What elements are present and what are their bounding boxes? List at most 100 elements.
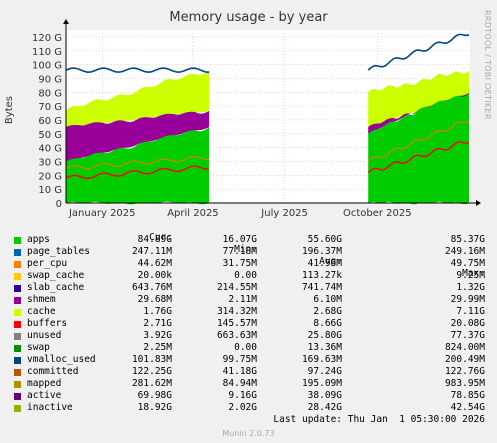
legend-cur: 122.25G — [131, 366, 172, 377]
y-axis-label: Bytes — [4, 96, 15, 125]
legend-max: 7.11G — [456, 306, 485, 317]
legend-avg: 113.27k — [301, 270, 342, 281]
legend-row-buffers: buffers 2.71G 145.57M 8.66G 20.08G — [0, 318, 497, 330]
legend-swatch-inactive — [14, 405, 21, 412]
y-tick-label: 0 — [56, 199, 62, 210]
legend-max: 983.95M — [444, 378, 485, 389]
x-tick-label: April 2025 — [167, 208, 218, 219]
legend-cur: 1.76G — [143, 306, 172, 317]
legend-min: 145.57M — [216, 318, 257, 329]
legend-name: inactive — [27, 402, 73, 413]
legend-name: per_cpu — [27, 258, 68, 269]
legend-avg: 97.24G — [307, 366, 342, 377]
legend-name: swap_cache — [27, 270, 85, 281]
legend-max: 200.49M — [444, 354, 485, 365]
y-tick-label: 80 G — [38, 88, 62, 99]
legend-cur: 2.71G — [143, 318, 172, 329]
legend-swatch-shmem — [14, 297, 21, 304]
committed-line — [367, 33, 470, 71]
legend-swatch-page_tables — [14, 249, 21, 256]
legend-avg: 2.68G — [313, 306, 342, 317]
x-axis-arrow — [476, 200, 481, 206]
y-axis-arrow — [63, 19, 69, 24]
inactive-line — [65, 165, 210, 180]
y-tick-label: 10 G — [38, 185, 62, 196]
legend-cur: 84.89G — [137, 234, 172, 245]
apps-area — [368, 86, 469, 205]
legend-swatch-vmalloc_used — [14, 357, 21, 364]
legend-row-shmem: shmem 29.68M 2.11M 6.10M 29.99M — [0, 294, 497, 306]
y-tick-label: 20 G — [38, 171, 62, 182]
legend-avg: 41.96M — [307, 258, 342, 269]
legend-min: 41.18G — [222, 366, 257, 377]
legend-swatch-per_cpu — [14, 261, 21, 268]
y-tick-label: 40 G — [38, 144, 62, 155]
legend-max: 49.75M — [450, 258, 485, 269]
y-tick-label: 60 G — [38, 116, 62, 127]
legend-name: page_tables — [27, 246, 90, 257]
legend-swatch-swap_cache — [14, 273, 21, 280]
legend-cur: 643.76M — [131, 282, 172, 293]
last-update: Last update: Thu Jan 1 05:30:00 2026 — [273, 414, 485, 425]
legend-max: 1.32G — [456, 282, 485, 293]
legend-swatch-swap — [14, 345, 21, 352]
legend-avg: 55.60G — [307, 234, 342, 245]
legend-cur: 69.98G — [137, 390, 172, 401]
y-tick-label: 70 G — [38, 102, 62, 113]
legend-min: 31.75M — [222, 258, 257, 269]
legend-min: 16.07G — [222, 234, 257, 245]
legend-min: 84.94M — [222, 378, 257, 389]
legend-name: mapped — [27, 378, 62, 389]
x-tick-label: July 2025 — [260, 208, 308, 219]
legend-name: active — [27, 390, 62, 401]
legend-avg: 6.10M — [313, 294, 342, 305]
legend-avg: 25.80G — [307, 330, 342, 341]
y-tick-label: 100 G — [32, 61, 62, 72]
legend-min: 663.63M — [216, 330, 257, 341]
legend-avg: 741.74M — [301, 282, 342, 293]
unused-area — [368, 70, 469, 127]
legend-max: 85.37G — [450, 234, 485, 245]
legend-swatch-slab_cache — [14, 285, 21, 292]
legend-min: 99.75M — [222, 354, 257, 365]
legend-min: 214.55M — [216, 282, 257, 293]
legend-name: cache — [27, 306, 56, 317]
legend-cur: 20.00k — [137, 270, 172, 281]
legend-max: 29.99M — [450, 294, 485, 305]
legend-max: 9.25M — [456, 270, 485, 281]
legend-min: 0.00 — [234, 270, 257, 281]
legend-name: shmem — [27, 294, 56, 305]
legend-swatch-active — [14, 393, 21, 400]
legend-swatch-buffers — [14, 321, 21, 328]
legend-name: vmalloc_used — [27, 354, 96, 365]
y-tick-label: 120 G — [32, 33, 62, 44]
y-tick-label: 50 G — [38, 130, 62, 141]
legend-row-page_tables: page_tables 247.11M 77.18M 196.37M 249.16M — [0, 246, 497, 258]
legend-max: 42.54G — [450, 402, 485, 413]
legend-min: 0.00 — [234, 342, 257, 353]
legend-row-cache: cache 1.76G 314.32M 2.68G 7.11G — [0, 306, 497, 318]
x-tick-label: January 2025 — [68, 208, 136, 219]
legend-name: buffers — [27, 318, 68, 329]
legend-cur: 101.83M — [131, 354, 172, 365]
legend-header: Cur: Min: Avg: Max: — [0, 220, 497, 279]
active-line — [65, 155, 210, 170]
committed-line — [65, 67, 210, 74]
legend-cur: 29.68M — [137, 294, 172, 305]
legend-avg: 196.37M — [301, 246, 342, 257]
legend-row-unused: unused 3.92G 663.63M 25.80G 77.37G — [0, 330, 497, 342]
legend-max: 249.16M — [444, 246, 485, 257]
legend-min: 77.18M — [222, 246, 257, 257]
buffers-area — [66, 110, 210, 162]
y-tick-label: 30 G — [38, 157, 62, 168]
legend-min: 2.02G — [228, 402, 257, 413]
legend-avg: 38.09G — [307, 390, 342, 401]
legend-swatch-unused — [14, 333, 21, 340]
legend-name: unused — [27, 330, 62, 341]
legend-max: 824.00M — [444, 342, 485, 353]
inactive-line — [367, 141, 470, 174]
legend-cur: 281.62M — [131, 378, 172, 389]
legend-swatch-committed — [14, 369, 21, 376]
legend-row-slab_cache: slab_cache 643.76M 214.55M 741.74M 1.32G — [0, 282, 497, 294]
